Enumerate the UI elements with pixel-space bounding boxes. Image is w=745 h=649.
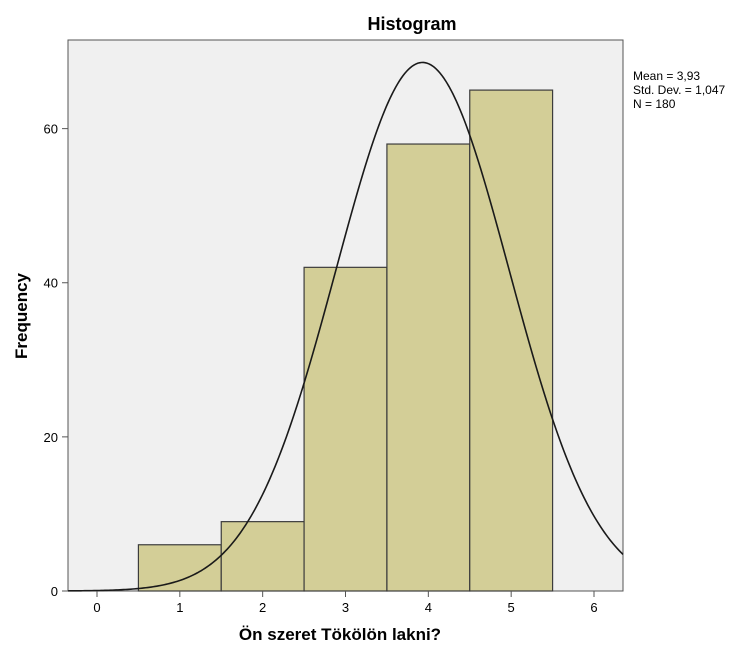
histogram-bar: [469, 89, 554, 592]
normal-curve: [67, 61, 624, 592]
histogram-bar: [386, 143, 471, 592]
y-tick-label: 60: [44, 122, 58, 137]
histogram-bar: [220, 521, 305, 592]
y-tick-label: 40: [44, 276, 58, 291]
x-tick-label: 0: [93, 600, 100, 615]
bars-layer: [137, 89, 554, 592]
x-tick-label: 1: [176, 600, 183, 615]
chart-title: Histogram: [367, 14, 456, 34]
stat-std-dev: Std. Dev. = 1,047: [633, 83, 725, 97]
stats-legend: Mean = 3,93 Std. Dev. = 1,047 N = 180: [633, 69, 725, 111]
stat-n: N = 180: [633, 97, 676, 111]
stat-mean: Mean = 3,93: [633, 69, 700, 83]
y-tick-label: 0: [51, 584, 58, 599]
histogram-bar: [303, 266, 388, 592]
y-tick-label: 20: [44, 430, 58, 445]
x-axis-title: Ön szeret Tökölön lakni?: [239, 625, 441, 644]
histogram-bar: [137, 544, 222, 592]
x-tick-label: 4: [425, 600, 432, 615]
x-tick-label: 2: [259, 600, 266, 615]
x-tick-label: 5: [508, 600, 515, 615]
x-tick-label: 6: [590, 600, 597, 615]
x-tick-label: 3: [342, 600, 349, 615]
y-axis-title: Frequency: [12, 272, 31, 359]
